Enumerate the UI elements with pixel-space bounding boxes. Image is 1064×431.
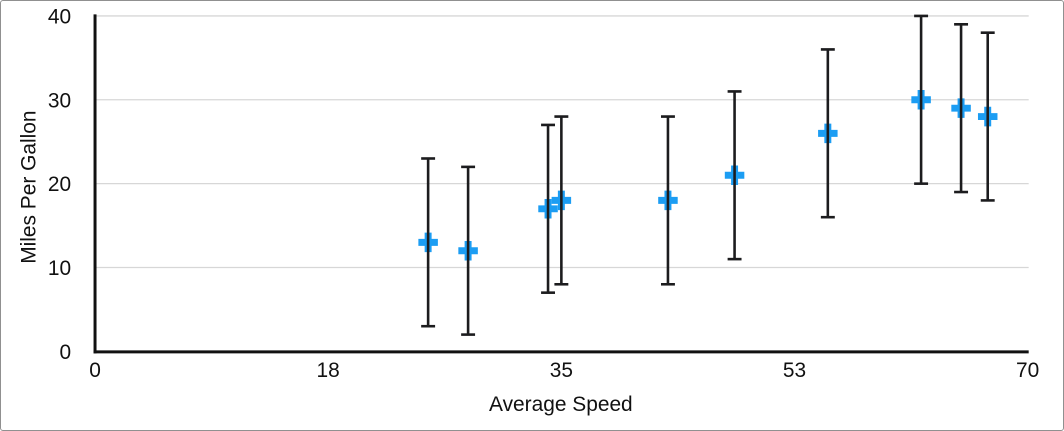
y-tick-label-40: 40 xyxy=(48,5,71,28)
x-tick-label-70: 70 xyxy=(1016,359,1039,382)
axes xyxy=(93,14,1029,354)
y-tick-label-20: 20 xyxy=(48,173,71,196)
x-axis-title: Average Speed xyxy=(489,393,633,416)
y-tick-label-10: 10 xyxy=(48,257,71,280)
y-axis-title: Miles Per Gallon xyxy=(17,110,40,263)
x-tick-label-0: 0 xyxy=(89,359,101,382)
y-tick-label-0: 0 xyxy=(60,341,72,364)
tick-labels: 0 10 20 30 40 0 18 35 53 70 xyxy=(48,5,1039,382)
x-tick-label-53: 53 xyxy=(783,359,806,382)
y-tick-label-30: 30 xyxy=(48,89,71,112)
data-points xyxy=(418,14,998,336)
x-tick-label-18: 18 xyxy=(317,359,340,382)
x-tick-label-35: 35 xyxy=(550,359,573,382)
